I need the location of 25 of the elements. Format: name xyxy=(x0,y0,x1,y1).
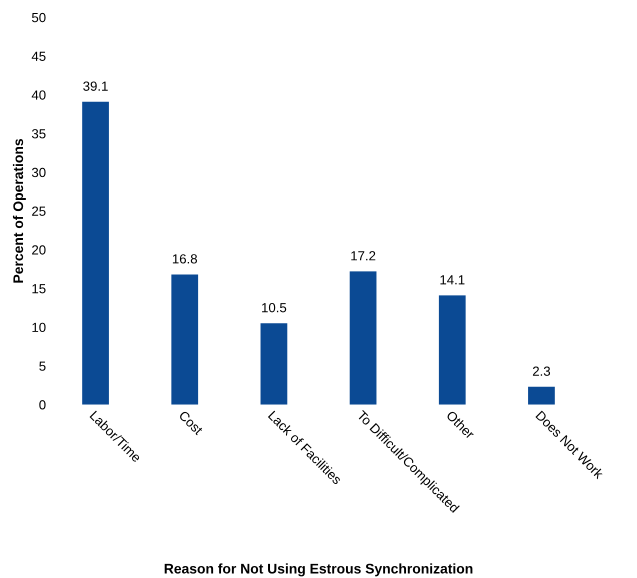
data-label: 14.1 xyxy=(440,275,464,284)
y-tick-label: 5 xyxy=(39,362,46,371)
data-label: 16.8 xyxy=(172,254,197,264)
data-label: 17.2 xyxy=(351,251,376,260)
bar xyxy=(82,102,109,405)
y-tick-label: 40 xyxy=(32,90,46,100)
y-tick-label: 15 xyxy=(32,284,46,294)
data-label: 2.3 xyxy=(532,366,550,376)
bar xyxy=(438,295,466,405)
bar xyxy=(171,274,198,405)
y-tick-label: 25 xyxy=(32,206,46,216)
y-tick-label: 30 xyxy=(32,168,46,178)
y-tick-label: 10 xyxy=(32,322,46,332)
y-tick-label: 35 xyxy=(32,129,46,138)
bar xyxy=(528,386,555,405)
data-label: 10.5 xyxy=(262,302,286,312)
y-tick-label: 20 xyxy=(32,245,46,255)
data-label: 39.1 xyxy=(83,81,108,91)
y-tick-label: 45 xyxy=(32,52,46,61)
y-axis-title: Percent of Operations xyxy=(12,138,26,283)
bar xyxy=(260,323,288,405)
y-tick-label: 50 xyxy=(32,12,46,22)
y-tick-label: 0 xyxy=(39,400,46,410)
x-axis-title: Reason for Not Using Estrous Synchronization xyxy=(164,563,472,576)
bar xyxy=(350,271,376,405)
